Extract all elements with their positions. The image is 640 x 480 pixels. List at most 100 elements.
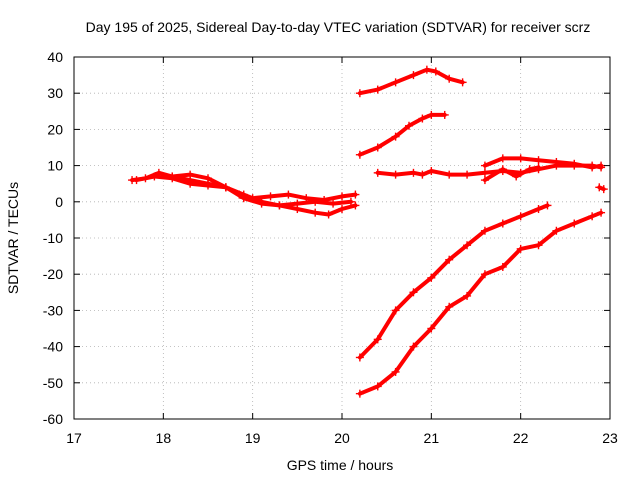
data-point — [391, 170, 400, 179]
data-point — [355, 389, 364, 398]
data-point — [458, 78, 467, 87]
data-point — [597, 161, 606, 170]
grid — [74, 57, 610, 419]
series-track-5 — [355, 110, 449, 159]
y-tick-label: -30 — [43, 302, 63, 318]
x-tick-label: 18 — [156, 430, 172, 446]
data-point — [186, 170, 195, 179]
data-point — [409, 71, 418, 80]
data-point — [588, 163, 597, 172]
series-line — [357, 67, 465, 96]
data-point — [498, 154, 507, 163]
data-point — [239, 194, 248, 203]
y-tick-label: 0 — [55, 194, 63, 210]
data-point — [391, 132, 400, 141]
data-point — [445, 170, 454, 179]
data-point — [463, 241, 472, 250]
data-point — [257, 199, 266, 208]
series-layer — [128, 65, 608, 398]
data-point — [351, 190, 360, 199]
data-point — [463, 170, 472, 179]
y-tick-label: 20 — [47, 121, 63, 137]
data-point — [405, 121, 413, 130]
x-tick-label: 20 — [334, 430, 350, 446]
data-point — [293, 199, 302, 208]
series-track-9 — [355, 201, 552, 362]
data-point — [204, 174, 212, 183]
data-point — [373, 85, 382, 94]
data-point — [373, 168, 382, 177]
data-point — [445, 302, 454, 311]
data-point — [355, 150, 364, 159]
data-point — [480, 176, 489, 185]
data-point — [431, 67, 440, 76]
series-track-4 — [355, 65, 467, 98]
data-point — [512, 172, 521, 181]
x-axis: 17 18 19 20 21 22 23 — [66, 57, 618, 446]
series-line — [134, 174, 358, 217]
series-line — [357, 210, 604, 396]
data-point — [445, 74, 454, 83]
data-point — [418, 170, 427, 179]
data-point — [599, 185, 608, 194]
data-point — [570, 159, 579, 168]
y-tick-label: -50 — [43, 375, 63, 391]
data-point — [597, 208, 606, 217]
data-point — [422, 65, 431, 74]
data-point — [275, 201, 284, 210]
x-tick-label: 22 — [513, 430, 529, 446]
data-point — [525, 165, 534, 174]
data-point — [373, 382, 382, 391]
data-point — [427, 110, 436, 119]
data-point — [204, 181, 212, 190]
data-point — [480, 270, 489, 279]
data-point — [480, 168, 489, 177]
data-point — [552, 226, 561, 235]
y-tick-label: -40 — [43, 339, 63, 355]
data-point — [409, 168, 418, 177]
data-point — [311, 208, 320, 217]
x-tick-label: 21 — [424, 430, 440, 446]
y-tick-label: 30 — [47, 85, 63, 101]
data-point — [391, 78, 400, 87]
y-tick-label: -20 — [43, 266, 63, 282]
x-tick-label: 23 — [602, 430, 618, 446]
series-track-3 — [168, 170, 355, 210]
series-track-2 — [132, 172, 360, 219]
data-point — [338, 205, 346, 214]
data-point — [534, 156, 543, 165]
data-point — [480, 161, 489, 170]
data-point — [355, 89, 364, 98]
series-line — [357, 112, 447, 157]
data-point — [132, 176, 141, 185]
data-point — [373, 143, 382, 152]
data-point — [498, 262, 507, 271]
y-tick-label: -60 — [43, 411, 63, 427]
chart-title: Day 195 of 2025, Sidereal Day-to-day VTE… — [86, 19, 591, 35]
data-point — [355, 353, 364, 362]
data-point — [284, 190, 293, 199]
data-point — [440, 110, 449, 119]
data-point — [480, 226, 489, 235]
data-point — [409, 288, 418, 297]
data-point — [346, 197, 355, 206]
data-point — [534, 205, 543, 214]
data-point — [409, 342, 418, 351]
data-point — [463, 291, 472, 300]
data-point — [427, 324, 436, 333]
data-point — [329, 199, 338, 208]
series-line — [357, 203, 550, 360]
data-point — [498, 219, 507, 228]
data-point — [516, 154, 525, 163]
data-point — [534, 241, 543, 250]
series-track-8 — [480, 163, 543, 185]
data-point — [427, 167, 436, 176]
data-point — [498, 165, 507, 174]
x-axis-label: GPS time / hours — [287, 457, 394, 473]
y-tick-label: 40 — [47, 49, 63, 65]
data-point — [266, 192, 275, 201]
data-point — [534, 163, 543, 172]
series-track-11 — [595, 183, 608, 194]
data-point — [311, 197, 320, 206]
x-tick-label: 19 — [245, 430, 261, 446]
